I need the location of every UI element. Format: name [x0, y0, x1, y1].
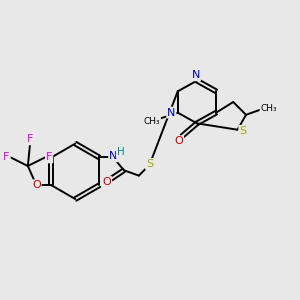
Text: F: F [27, 134, 33, 144]
Text: F: F [3, 152, 10, 163]
Text: O: O [174, 136, 183, 146]
Text: F: F [46, 152, 52, 163]
Text: S: S [146, 159, 153, 169]
Text: O: O [32, 180, 41, 190]
Text: N: N [192, 70, 200, 80]
Text: CH₃: CH₃ [260, 104, 277, 113]
Text: H: H [117, 147, 124, 157]
Text: N: N [109, 152, 117, 161]
Text: S: S [239, 126, 246, 136]
Text: N: N [167, 108, 176, 118]
Text: CH₃: CH₃ [144, 117, 160, 126]
Text: O: O [102, 177, 111, 187]
